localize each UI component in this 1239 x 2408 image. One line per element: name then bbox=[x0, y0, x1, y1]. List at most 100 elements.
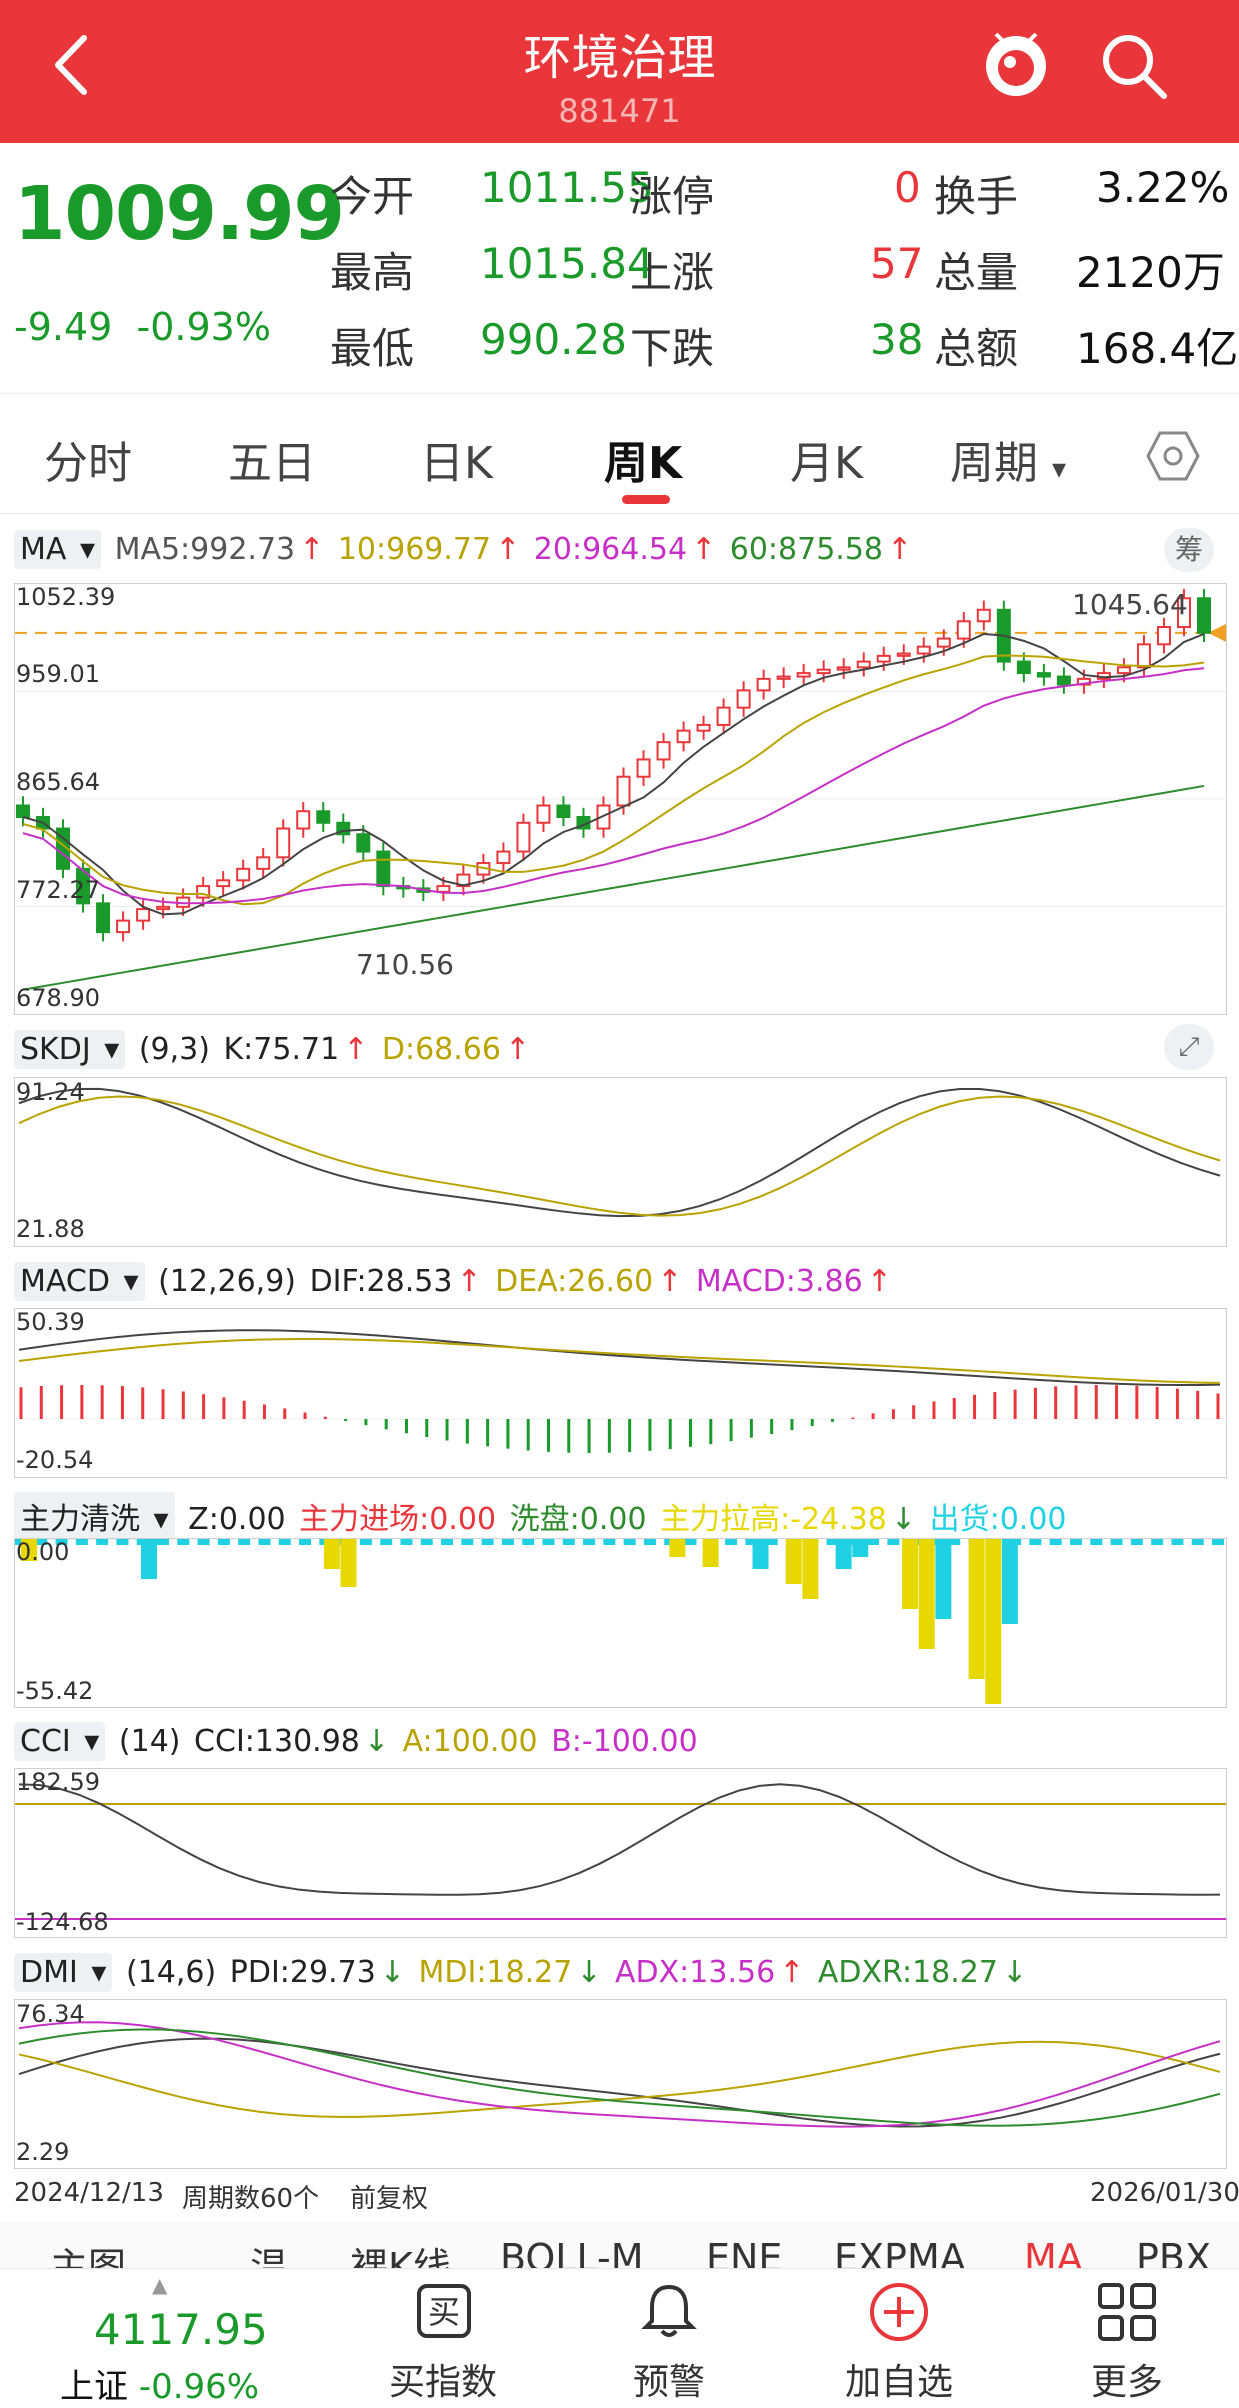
kline-chart[interactable] bbox=[14, 583, 1227, 1015]
page-title: 环境治理 bbox=[523, 30, 716, 86]
volume-label: 总量 bbox=[934, 248, 1019, 297]
candle-body bbox=[616, 775, 631, 807]
zljx-bar bbox=[177, 1539, 190, 1545]
candle-body bbox=[556, 804, 571, 819]
chip-button[interactable]: 筹 bbox=[1164, 528, 1214, 572]
up-caret-icon: ▲ bbox=[152, 2273, 168, 2297]
volume-value: 2120万 bbox=[1076, 248, 1225, 297]
more-button[interactable]: 更多 bbox=[1052, 2269, 1202, 2403]
tab-weekly-k[interactable]: 周K bbox=[604, 438, 683, 489]
candle-body bbox=[1036, 672, 1051, 678]
bell-icon bbox=[641, 2284, 697, 2337]
open-value: 1011.55 bbox=[480, 163, 654, 212]
candle-body bbox=[496, 850, 511, 865]
candle-body bbox=[356, 833, 371, 853]
skdj-axis-top: 91.24 bbox=[16, 1078, 85, 1106]
zljx-bar bbox=[116, 1539, 129, 1545]
settings-hex-icon[interactable] bbox=[1146, 429, 1200, 483]
tab-intraday[interactable]: 分时 bbox=[44, 438, 132, 489]
strip-pbx[interactable]: PBX bbox=[1136, 2236, 1212, 2268]
zljx-bar bbox=[785, 1539, 802, 1584]
dmi-selector[interactable]: DMI ▾ bbox=[14, 1953, 113, 1992]
dmi-legend: DMI ▾ (14,6) PDI:29.73 ↓ MDI:18.27 ↓ ADX:1… bbox=[14, 1953, 1031, 1992]
zljx-bar bbox=[562, 1539, 575, 1545]
zljx-bar bbox=[867, 1539, 880, 1545]
mascot-icon[interactable] bbox=[980, 24, 1052, 104]
zljx-axis-bottom: -55.42 bbox=[16, 1677, 94, 1705]
tab-daily-k[interactable]: 日K bbox=[420, 438, 493, 489]
zljx-bar bbox=[299, 1539, 312, 1545]
cci-selector[interactable]: CCI ▾ bbox=[14, 1722, 106, 1761]
price-change: -9.49 -0.93% bbox=[14, 305, 271, 349]
back-icon[interactable] bbox=[40, 30, 110, 100]
zljx-selector[interactable]: 主力清洗 ▾ bbox=[14, 1492, 175, 1540]
strip-ene[interactable]: ENE bbox=[706, 2236, 783, 2268]
candle-body bbox=[916, 645, 931, 655]
zljx-bar bbox=[400, 1539, 413, 1545]
zljx-bar bbox=[278, 1539, 291, 1545]
tab-five-day[interactable]: 五日 bbox=[228, 438, 316, 489]
tab-period[interactable]: 周期 ▾ bbox=[950, 438, 1067, 489]
high-value: 1015.84 bbox=[480, 239, 654, 288]
zljx-bar bbox=[1049, 1539, 1062, 1545]
buy-index-button[interactable]: 买 买指数 bbox=[368, 2269, 518, 2403]
strip-boll[interactable]: BOLL-M bbox=[500, 2236, 644, 2268]
candle-body bbox=[1176, 597, 1191, 629]
start-date: 2024/12/13 bbox=[14, 2178, 164, 2208]
zljx-bar bbox=[55, 1539, 68, 1545]
indicator-strip: 主图 温 裸K线 BOLL-M ENE EXPMA MA PBX bbox=[0, 2222, 1239, 2268]
adx-line bbox=[18, 2021, 1221, 2128]
expand-icon[interactable]: ⤢ bbox=[1164, 1024, 1214, 1070]
candle-body bbox=[436, 885, 451, 893]
skdj-selector[interactable]: SKDJ ▾ bbox=[14, 1030, 126, 1069]
advancers-value: 57 bbox=[870, 239, 924, 288]
ma-axis-2: 959.01 bbox=[16, 660, 100, 688]
candle-body bbox=[196, 885, 211, 899]
candle-body bbox=[336, 821, 351, 836]
svg-text:买: 买 bbox=[428, 2293, 460, 2331]
ma-selector[interactable]: MA ▾ bbox=[14, 530, 102, 569]
candle-body bbox=[316, 810, 331, 824]
candle-body bbox=[596, 804, 611, 830]
active-tab-indicator bbox=[622, 495, 670, 504]
candle-body bbox=[756, 677, 771, 692]
zljx-bar bbox=[75, 1539, 88, 1545]
macd-selector[interactable]: MACD ▾ bbox=[14, 1262, 145, 1301]
search-icon[interactable] bbox=[1098, 30, 1170, 102]
candle-body bbox=[936, 637, 951, 648]
decliners-value: 38 bbox=[870, 315, 924, 364]
index-ticker[interactable]: ▲ 4117.95 上证 -0.96% bbox=[60, 2269, 280, 2407]
strip-main[interactable]: 主图 bbox=[50, 2245, 127, 2268]
cci-axis-top: 182.59 bbox=[16, 1768, 100, 1796]
strip-naked-k[interactable]: 裸K线 bbox=[350, 2245, 451, 2268]
high-annotation: 1045.64 bbox=[1072, 588, 1188, 621]
zljx-bar bbox=[985, 1539, 1002, 1704]
amount-value: 168.4亿 bbox=[1076, 324, 1239, 373]
strip-expma[interactable]: EXPMA bbox=[834, 2236, 966, 2268]
candle-body bbox=[536, 804, 551, 824]
dif-line bbox=[18, 1329, 1221, 1387]
candle-body bbox=[516, 821, 531, 853]
tab-monthly-k[interactable]: 月K bbox=[790, 438, 863, 489]
candle-body bbox=[1056, 675, 1071, 686]
zljx-bar bbox=[380, 1539, 393, 1545]
alert-button[interactable]: 预警 bbox=[594, 2269, 744, 2403]
zljx-bar bbox=[887, 1539, 900, 1545]
strip-temp[interactable]: 温 bbox=[250, 2245, 289, 2268]
advancers-label: 上涨 bbox=[630, 248, 715, 297]
ma5-line bbox=[22, 632, 1205, 916]
skdj-axis-bottom: 21.88 bbox=[16, 1215, 85, 1243]
zljx-bar bbox=[1151, 1539, 1164, 1545]
candle-body bbox=[856, 660, 871, 669]
grid-icon bbox=[1098, 2283, 1156, 2341]
ma-axis-top: 1052.39 bbox=[16, 583, 116, 611]
candle-body bbox=[716, 706, 731, 726]
low-label: 最低 bbox=[330, 324, 415, 373]
zljx-bar bbox=[1029, 1539, 1042, 1545]
candle-body bbox=[696, 723, 711, 732]
candle-body bbox=[296, 810, 311, 830]
candle-body bbox=[236, 867, 251, 882]
zljx-bar bbox=[1001, 1539, 1018, 1624]
add-watchlist-button[interactable]: 加自选 bbox=[824, 2269, 974, 2403]
strip-ma[interactable]: MA bbox=[1024, 2236, 1083, 2268]
